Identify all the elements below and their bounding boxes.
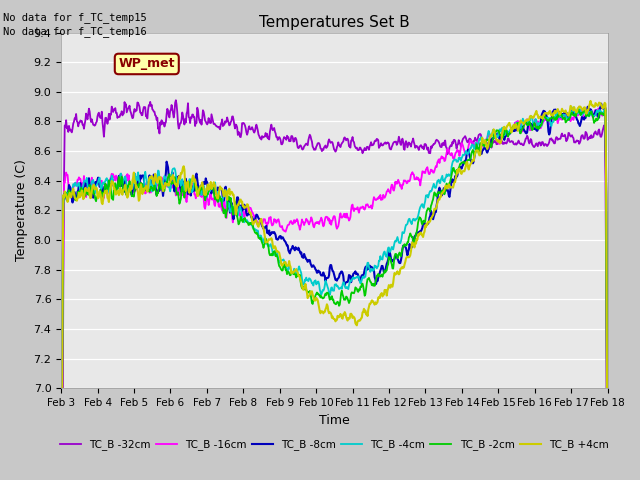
TC_B +4cm [122, 182, 129, 188]
TC_B -32cm [250, 128, 257, 134]
TC_B -16cm [222, 214, 230, 220]
TC_B -8cm [249, 216, 257, 222]
Line: TC_B -4cm: TC_B -4cm [61, 108, 607, 480]
Line: TC_B -16cm: TC_B -16cm [61, 108, 607, 480]
TC_B +4cm [249, 222, 257, 228]
TC_B -2cm [580, 105, 588, 111]
TC_B -4cm [391, 240, 399, 245]
TC_B -32cm [392, 139, 399, 145]
TC_B -4cm [269, 252, 277, 258]
Line: TC_B -8cm: TC_B -8cm [61, 104, 607, 480]
TC_B -2cm [249, 222, 257, 228]
Title: Temperatures Set B: Temperatures Set B [259, 15, 410, 30]
Line: TC_B +4cm: TC_B +4cm [61, 101, 607, 480]
TC_B +4cm [269, 245, 277, 251]
TC_B -8cm [391, 256, 399, 262]
TC_B -16cm [595, 106, 602, 111]
Y-axis label: Temperature (C): Temperature (C) [15, 159, 28, 262]
TC_B -32cm [422, 142, 430, 147]
TC_B +4cm [222, 190, 230, 195]
Text: No data for f_TC_temp15: No data for f_TC_temp15 [3, 12, 147, 23]
TC_B +4cm [421, 222, 429, 228]
TC_B -4cm [122, 174, 129, 180]
TC_B -32cm [270, 125, 278, 131]
TC_B -16cm [249, 210, 257, 216]
TC_B -16cm [421, 170, 429, 176]
TC_B -2cm [391, 253, 399, 259]
TC_B -32cm [122, 104, 129, 109]
TC_B -32cm [223, 119, 230, 124]
TC_B -16cm [391, 185, 399, 191]
TC_B -16cm [269, 221, 277, 227]
TC_B -8cm [122, 189, 129, 195]
TC_B -4cm [249, 225, 257, 231]
TC_B -4cm [570, 105, 577, 110]
TC_B -4cm [421, 198, 429, 204]
Legend: TC_B -32cm, TC_B -16cm, TC_B -8cm, TC_B -4cm, TC_B -2cm, TC_B +4cm: TC_B -32cm, TC_B -16cm, TC_B -8cm, TC_B … [56, 435, 612, 454]
TC_B -8cm [269, 230, 277, 236]
TC_B +4cm [587, 98, 595, 104]
TC_B -2cm [122, 188, 129, 193]
TC_B -8cm [421, 223, 429, 229]
TC_B -2cm [222, 215, 230, 220]
TC_B -4cm [222, 187, 230, 193]
Text: WP_met: WP_met [118, 58, 175, 71]
TC_B -8cm [222, 184, 230, 190]
TC_B -2cm [421, 218, 429, 224]
Line: TC_B -2cm: TC_B -2cm [61, 108, 607, 480]
TC_B +4cm [391, 270, 399, 276]
X-axis label: Time: Time [319, 414, 350, 427]
TC_B -16cm [122, 179, 129, 184]
TC_B -8cm [597, 101, 605, 107]
Line: TC_B -32cm: TC_B -32cm [61, 100, 607, 480]
TC_B -32cm [172, 97, 180, 103]
Text: No data for f_TC_temp16: No data for f_TC_temp16 [3, 26, 147, 37]
TC_B -2cm [269, 249, 277, 254]
